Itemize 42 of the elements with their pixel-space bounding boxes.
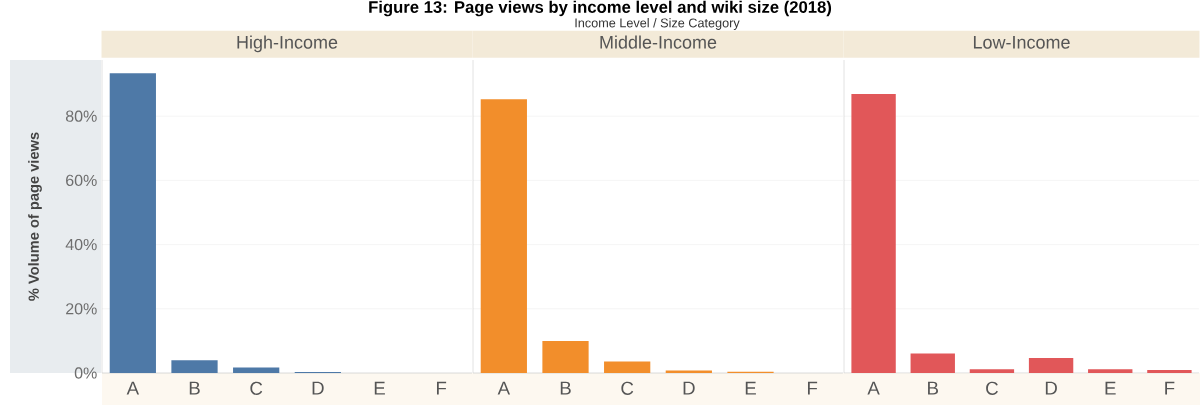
chart-subtitle: High-Income xyxy=(237,35,338,53)
y-tick-label: 0% xyxy=(74,367,97,379)
text: Income Level / Size Category xyxy=(575,18,740,30)
x-tick-label: C xyxy=(986,381,998,395)
bar xyxy=(851,94,896,373)
x-tick-label: A xyxy=(126,381,140,395)
x-tick-label: A xyxy=(867,381,880,395)
x-tick-label: A xyxy=(497,381,511,395)
y-tick-label: 80% xyxy=(65,110,97,122)
bar xyxy=(480,99,527,373)
y-tick-label: 60% xyxy=(66,174,97,187)
x-tick-label: E xyxy=(745,381,756,395)
bar xyxy=(109,73,156,373)
x-tick-label: C xyxy=(621,381,634,395)
x-tick-label: E xyxy=(374,381,385,395)
x-tick-label: F xyxy=(807,381,818,395)
x-tick-label: F xyxy=(436,381,447,395)
bar xyxy=(542,340,589,373)
y-tick-label: 20% xyxy=(66,303,97,315)
x-tick-label: B xyxy=(560,381,571,395)
bar xyxy=(233,367,280,373)
bar xyxy=(969,369,1015,373)
y-tick-label: 40% xyxy=(65,238,97,251)
bar xyxy=(1147,370,1192,373)
chart-subtitle: Middle-Income xyxy=(600,35,717,49)
x-tick-label: D xyxy=(312,381,324,395)
x-tick-label: D xyxy=(683,381,695,395)
bar xyxy=(665,370,712,373)
x-tick-label: D xyxy=(1045,381,1057,395)
bar xyxy=(1088,369,1133,373)
chart-subtitle: Low-Income xyxy=(973,36,1070,49)
x-tick-label: B xyxy=(928,381,939,395)
x-tick-label: E xyxy=(1105,381,1116,395)
x-tick-label: B xyxy=(189,381,200,395)
bar xyxy=(171,360,218,373)
bar xyxy=(910,353,955,373)
bar xyxy=(1028,357,1074,373)
text: Figure 13: Page views by income level and wiki size (2018) xyxy=(369,0,832,17)
x-tick-label: F xyxy=(1165,381,1175,395)
bar xyxy=(604,361,651,373)
x-tick-label: C xyxy=(250,381,263,395)
y-axis-title: % Volume of page views xyxy=(28,132,42,301)
